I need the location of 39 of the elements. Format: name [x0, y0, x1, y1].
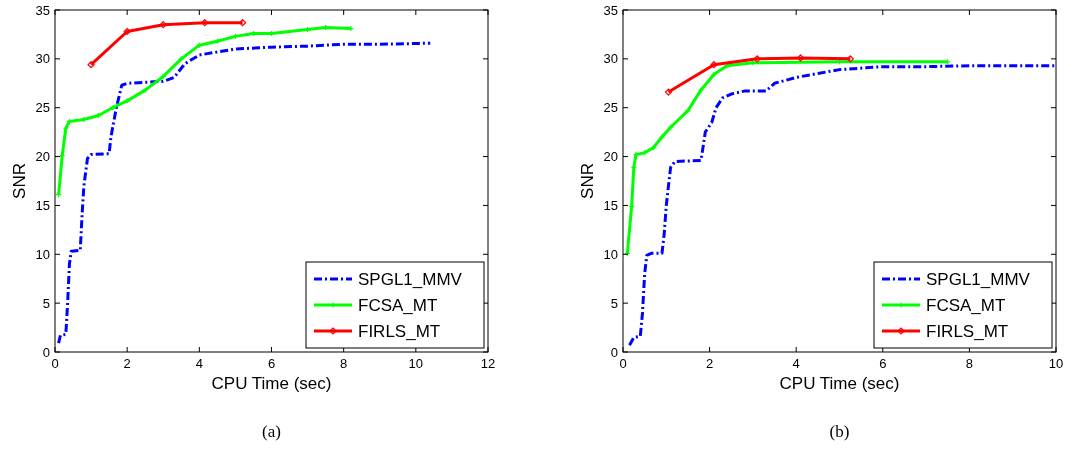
y-tick-label: 25	[603, 100, 618, 116]
y-tick-label: 0	[610, 344, 618, 360]
x-tick-label: 10	[1048, 356, 1064, 371]
x-tick-label: 10	[408, 356, 424, 371]
y-tick-label: 15	[35, 197, 50, 213]
legend-label: SPGL1_MMV	[926, 270, 1031, 289]
legend-label: SPGL1_MMV	[358, 270, 463, 289]
x-tick-label: 8	[340, 356, 348, 371]
y-tick-label: 5	[610, 295, 618, 311]
x-tick-label: 8	[965, 356, 974, 371]
y-tick-label: 0	[42, 344, 50, 360]
y-tick-label: 20	[603, 149, 618, 165]
text: (b)	[829, 422, 850, 441]
y-tick-label: 10	[35, 246, 50, 262]
x-axis-title: CPU Time (sec)	[779, 374, 900, 393]
y-tick-label: 15	[603, 197, 618, 213]
text: (a)	[262, 422, 281, 441]
legend-label: FCSA_MT	[358, 296, 438, 315]
y-axis-title: SNR	[10, 163, 29, 199]
y-tick-label: 5	[42, 295, 50, 311]
y-tick-label: 30	[35, 51, 50, 67]
x-tick-label: 6	[879, 356, 887, 371]
y-tick-label: 25	[35, 100, 50, 116]
x-tick-label: 12	[480, 356, 496, 371]
y-tick-label: 35	[603, 2, 618, 18]
x-tick-label: 2	[123, 356, 131, 371]
x-tick-label: 4	[792, 356, 800, 371]
x-tick-label: 6	[267, 356, 276, 371]
y-tick-label: 35	[35, 2, 50, 18]
x-axis-title: CPU Time (sec)	[211, 374, 332, 393]
legend-label: FCSA_MT	[926, 296, 1006, 315]
y-tick-label: 30	[603, 51, 618, 67]
y-axis-title: SNR	[578, 163, 597, 199]
x-tick-label: 2	[705, 356, 714, 371]
y-tick-label: 20	[35, 149, 50, 165]
y-tick-label: 10	[603, 246, 618, 262]
x-tick-label: 4	[195, 356, 203, 371]
legend-label: FIRLS_MT	[926, 322, 1009, 341]
legend-label: FIRLS_MT	[358, 322, 441, 341]
